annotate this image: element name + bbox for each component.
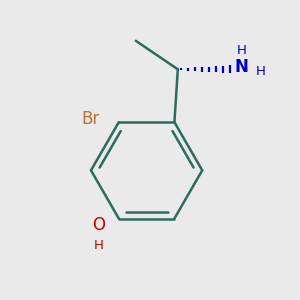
Text: O: O: [92, 216, 105, 234]
Text: N: N: [235, 58, 248, 76]
Text: H: H: [256, 65, 266, 79]
Text: Br: Br: [81, 110, 99, 128]
Text: H: H: [94, 239, 103, 252]
Text: H: H: [237, 44, 247, 57]
